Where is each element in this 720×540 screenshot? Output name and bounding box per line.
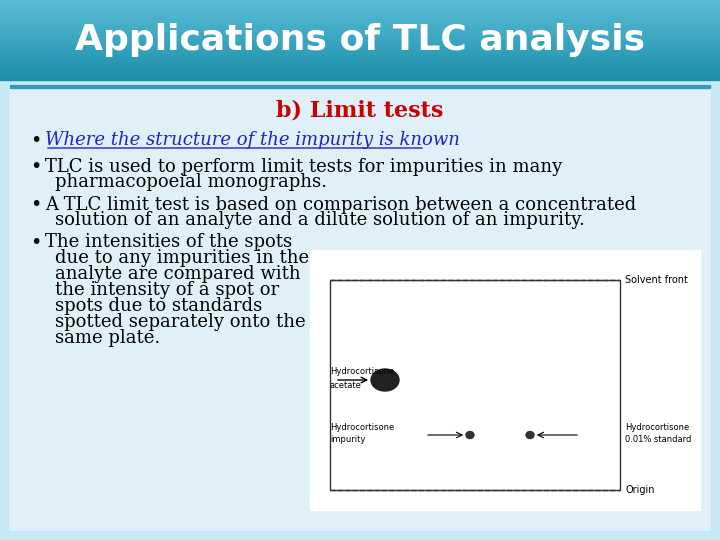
Bar bbox=[0, 15, 720, 18]
Bar bbox=[0, 11, 720, 14]
Bar bbox=[0, 5, 720, 8]
Bar bbox=[0, 41, 720, 44]
Text: Applications of TLC analysis: Applications of TLC analysis bbox=[75, 23, 645, 57]
Bar bbox=[0, 31, 720, 34]
Bar bbox=[310, 250, 700, 510]
Text: spotted separately onto the: spotted separately onto the bbox=[55, 313, 305, 331]
Ellipse shape bbox=[466, 431, 474, 438]
Bar bbox=[0, 61, 720, 64]
Bar bbox=[0, 0, 720, 2]
Text: due to any impurities in the: due to any impurities in the bbox=[55, 249, 309, 267]
Bar bbox=[0, 63, 720, 66]
Bar bbox=[0, 57, 720, 60]
Bar bbox=[0, 77, 720, 80]
Bar bbox=[0, 19, 720, 22]
Text: the intensity of a spot or: the intensity of a spot or bbox=[55, 281, 279, 299]
Bar bbox=[0, 59, 720, 62]
Bar bbox=[0, 45, 720, 48]
Bar bbox=[0, 71, 720, 74]
Bar bbox=[0, 1, 720, 4]
Bar bbox=[0, 49, 720, 52]
Bar bbox=[0, 37, 720, 40]
Text: Hydrocortisone: Hydrocortisone bbox=[330, 368, 395, 376]
Ellipse shape bbox=[526, 431, 534, 438]
Bar bbox=[0, 35, 720, 38]
Bar bbox=[0, 13, 720, 16]
Bar bbox=[0, 47, 720, 50]
Text: analyte are compared with: analyte are compared with bbox=[55, 265, 301, 283]
Text: Hydrocortisone: Hydrocortisone bbox=[625, 422, 689, 431]
Bar bbox=[330, 280, 620, 490]
Text: Where the structure of the impurity is known: Where the structure of the impurity is k… bbox=[45, 131, 460, 149]
Bar bbox=[0, 69, 720, 72]
Bar bbox=[0, 43, 720, 46]
Bar bbox=[0, 25, 720, 28]
Text: •: • bbox=[30, 158, 41, 177]
Text: same plate.: same plate. bbox=[55, 329, 161, 347]
Bar bbox=[0, 67, 720, 70]
Text: The intensities of the spots: The intensities of the spots bbox=[45, 233, 292, 251]
Text: A TLC limit test is based on comparison between a concentrated: A TLC limit test is based on comparison … bbox=[45, 196, 636, 214]
Text: •: • bbox=[30, 195, 41, 214]
Text: acetate: acetate bbox=[330, 381, 362, 389]
Bar bbox=[0, 65, 720, 68]
Bar bbox=[0, 3, 720, 6]
Bar bbox=[0, 53, 720, 56]
Text: •: • bbox=[30, 233, 41, 252]
Bar bbox=[0, 21, 720, 24]
Text: Origin: Origin bbox=[625, 485, 654, 495]
Text: •: • bbox=[30, 131, 41, 150]
Bar bbox=[0, 33, 720, 36]
Text: Hydrocortisone: Hydrocortisone bbox=[330, 422, 395, 431]
Text: 0.01% standard: 0.01% standard bbox=[625, 435, 691, 444]
Bar bbox=[10, 85, 710, 530]
Bar bbox=[10, 85, 710, 88]
Bar bbox=[0, 9, 720, 12]
Text: impurity: impurity bbox=[330, 435, 365, 444]
Text: TLC is used to perform limit tests for impurities in many: TLC is used to perform limit tests for i… bbox=[45, 158, 562, 176]
Text: pharmacopoeial monographs.: pharmacopoeial monographs. bbox=[55, 173, 327, 191]
Text: b) Limit tests: b) Limit tests bbox=[276, 99, 444, 121]
Bar bbox=[0, 23, 720, 26]
Bar bbox=[0, 7, 720, 10]
Text: spots due to standards: spots due to standards bbox=[55, 297, 262, 315]
Text: solution of an analyte and a dilute solution of an impurity.: solution of an analyte and a dilute solu… bbox=[55, 211, 585, 229]
Bar bbox=[0, 55, 720, 58]
Ellipse shape bbox=[371, 369, 399, 391]
Bar bbox=[0, 27, 720, 30]
Text: Solvent front: Solvent front bbox=[625, 275, 688, 285]
Bar bbox=[0, 17, 720, 20]
Bar bbox=[0, 75, 720, 78]
Bar bbox=[0, 39, 720, 42]
Bar bbox=[0, 51, 720, 54]
Bar bbox=[0, 73, 720, 76]
Bar bbox=[0, 29, 720, 32]
